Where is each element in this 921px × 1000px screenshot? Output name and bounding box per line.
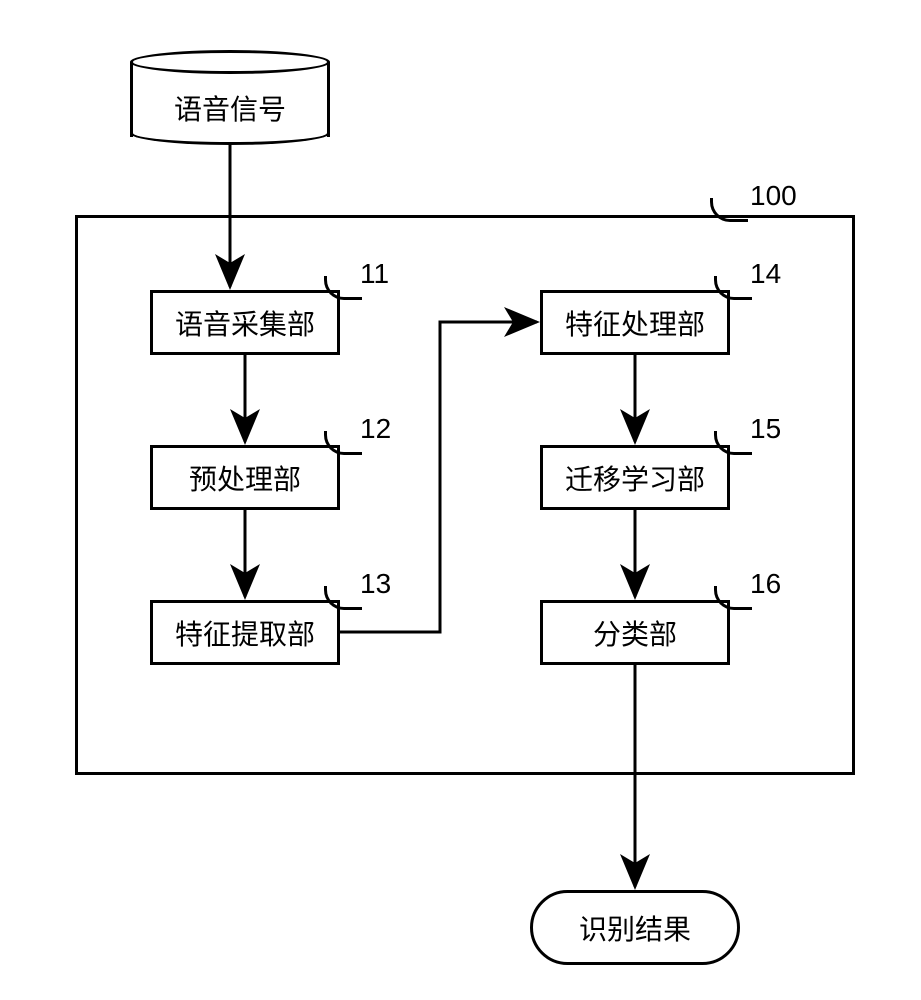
- output-label: 识别结果: [579, 908, 691, 948]
- node-11-label: 语音采集部: [175, 303, 315, 343]
- node-speech-collection: 语音采集部: [150, 290, 340, 355]
- node-15-id: 15: [750, 413, 781, 445]
- node-16-id: 16: [750, 568, 781, 600]
- node-16-label: 分类部: [593, 613, 677, 653]
- output-node: 识别结果: [530, 890, 740, 965]
- input-label: 语音信号: [130, 88, 330, 128]
- node-14-id: 14: [750, 258, 781, 290]
- node-classification: 分类部: [540, 600, 730, 665]
- node-feature-processing: 特征处理部: [540, 290, 730, 355]
- node-12-id: 12: [360, 413, 391, 445]
- input-cylinder: 语音信号: [130, 50, 330, 145]
- node-transfer-learning: 迁移学习部: [540, 445, 730, 510]
- node-11-id: 11: [360, 258, 389, 290]
- node-preprocessing: 预处理部: [150, 445, 340, 510]
- cylinder-top: [130, 50, 330, 74]
- node-feature-extraction: 特征提取部: [150, 600, 340, 665]
- node-14-label: 特征处理部: [565, 303, 705, 343]
- node-12-label: 预处理部: [189, 458, 301, 498]
- node-13-label: 特征提取部: [175, 613, 315, 653]
- node-15-label: 迁移学习部: [565, 458, 705, 498]
- node-13-id: 13: [360, 568, 391, 600]
- container-label: 100: [750, 180, 797, 212]
